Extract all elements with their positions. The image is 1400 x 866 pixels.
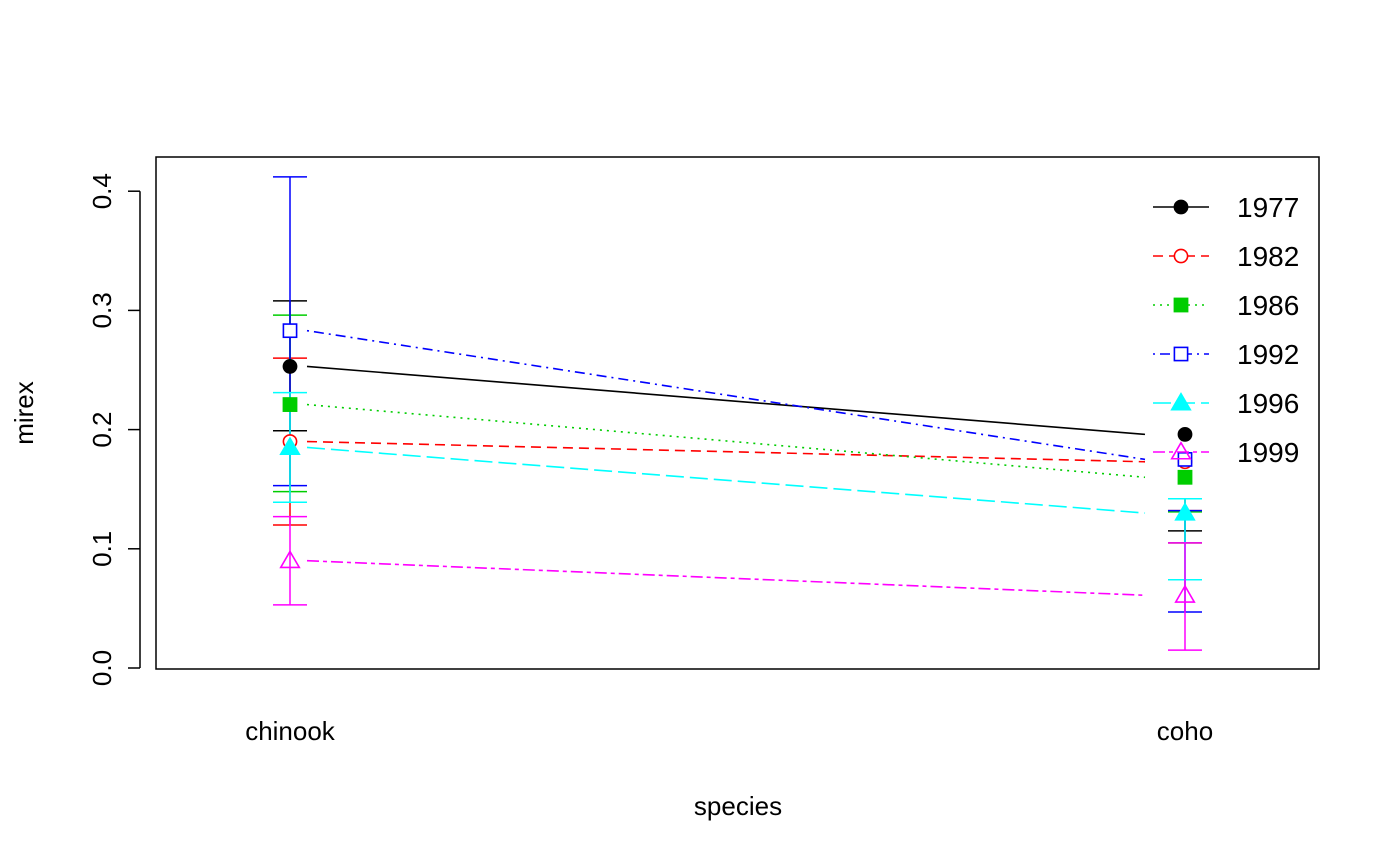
- point-marker: [279, 436, 301, 456]
- legend: 1977 1982 1986 1992 1996 1999: [1153, 192, 1299, 468]
- series-line: [306, 365, 1146, 436]
- point-marker: [1170, 392, 1192, 411]
- legend-entry: 1999: [1153, 437, 1299, 468]
- series-line: [306, 440, 1146, 463]
- point-marker: [1173, 346, 1189, 362]
- x-axis: chinook coho: [245, 716, 1213, 746]
- legend-entry: 1986: [1153, 290, 1299, 321]
- legend-label: 1999: [1237, 437, 1299, 468]
- point-marker: [282, 359, 298, 374]
- plot-frame: [155, 156, 1320, 670]
- point-marker: [1173, 248, 1189, 264]
- legend-entry: 1982: [1153, 241, 1299, 272]
- series-lines: [306, 329, 1146, 597]
- x-tick-label: coho: [1157, 716, 1213, 746]
- markers: [279, 323, 1196, 603]
- legend-entry: 1992: [1153, 339, 1299, 370]
- series-line: [306, 329, 1146, 461]
- point-marker: [1173, 199, 1189, 215]
- legend-label: 1996: [1237, 388, 1299, 419]
- point-marker: [1174, 502, 1196, 521]
- y-tick-label: 0.4: [87, 173, 117, 209]
- point-marker: [282, 397, 298, 412]
- y-tick-label: 0.1: [87, 531, 117, 567]
- point-marker: [1170, 441, 1192, 460]
- series-line: [306, 403, 1146, 479]
- point-marker: [1174, 584, 1196, 603]
- legend-label: 1992: [1237, 339, 1299, 370]
- point-marker: [1177, 469, 1193, 485]
- y-axis-label: mirex: [9, 381, 39, 445]
- legend-label: 1986: [1237, 290, 1299, 321]
- point-marker: [1173, 297, 1189, 313]
- y-tick-label: 0.0: [87, 650, 117, 686]
- point-marker: [279, 549, 301, 569]
- point-marker: [1177, 426, 1193, 442]
- x-axis-label: species: [694, 791, 782, 821]
- series-line: [306, 446, 1146, 514]
- legend-label: 1982: [1237, 241, 1299, 272]
- series-line: [306, 559, 1146, 597]
- legend-entry: 1996: [1153, 388, 1299, 419]
- x-tick-label: chinook: [245, 716, 336, 746]
- legend-entry: 1977: [1153, 192, 1299, 223]
- legend-label: 1977: [1237, 192, 1299, 223]
- point-marker: [282, 323, 298, 339]
- y-tick-label: 0.2: [87, 412, 117, 448]
- y-axis: 0.0 0.1 0.2 0.3 0.4: [87, 173, 141, 686]
- y-tick-label: 0.3: [87, 292, 117, 328]
